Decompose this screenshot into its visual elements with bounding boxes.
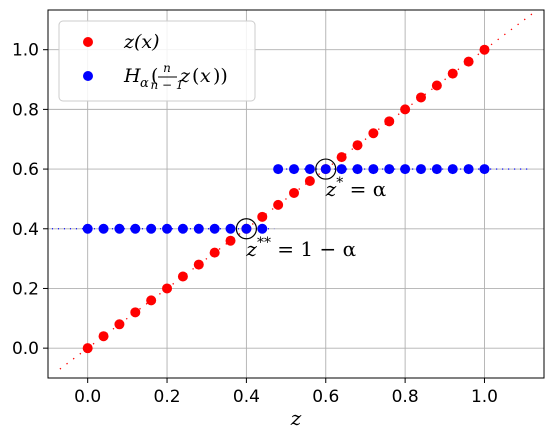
x-tick-label: 0.4	[233, 387, 260, 407]
y-axis-ticks: 0.0 0.2 0.4 0.6 0.8 1.0	[12, 41, 48, 359]
svg-text:(: (	[192, 65, 199, 87]
legend-marker-h	[83, 71, 93, 81]
data-point-z	[225, 235, 236, 246]
y-tick-label: 0.4	[12, 220, 39, 240]
x-tick-label: 0.8	[392, 387, 419, 407]
svg-text:x: x	[200, 65, 211, 87]
data-point-h	[479, 164, 490, 175]
data-point-h	[82, 223, 93, 234]
y-tick-label: 0.0	[12, 339, 39, 359]
legend-label-h: H α ( n n − 1 z ( x ))	[123, 61, 228, 92]
data-point-z	[352, 140, 363, 151]
data-point-h	[146, 223, 157, 234]
data-point-h	[114, 223, 125, 234]
x-tick-label: 1.0	[471, 387, 498, 407]
annotation-label: z** = 1 − α	[245, 235, 356, 261]
data-point-z	[415, 92, 426, 103]
annotations: z* = α z** = 1 − α	[235, 158, 387, 261]
data-point-h	[447, 164, 458, 175]
data-point-h	[415, 164, 426, 175]
data-point-z	[447, 68, 458, 79]
x-tick-label: 0.6	[312, 387, 339, 407]
svg-text:(: (	[151, 65, 158, 87]
data-point-z	[479, 44, 490, 55]
data-point-z	[146, 295, 157, 306]
x-tick-label: 0.0	[74, 387, 101, 407]
reference-lines	[51, 13, 533, 370]
data-point-z	[384, 116, 395, 127]
data-point-z	[98, 331, 109, 342]
data-point-h	[384, 164, 395, 175]
x-axis-label: z	[290, 406, 302, 430]
data-point-z	[130, 307, 141, 318]
data-point-z	[336, 152, 347, 163]
data-point-h	[289, 164, 300, 175]
data-point-h	[273, 164, 284, 175]
data-point-z	[463, 56, 474, 67]
data-point-z	[209, 247, 220, 258]
data-point-z	[431, 80, 442, 91]
data-point-h	[225, 223, 236, 234]
data-point-h	[368, 164, 379, 175]
legend-marker-z	[83, 37, 93, 47]
data-point-z	[304, 176, 315, 187]
data-point-h	[193, 223, 204, 234]
data-point-z	[257, 211, 268, 222]
data-point-h	[257, 223, 268, 234]
data-point-h	[98, 223, 109, 234]
data-point-h	[304, 164, 315, 175]
legend-label-z: z(x)	[123, 31, 160, 53]
data-point-z	[177, 271, 188, 282]
data-point-h	[320, 164, 331, 175]
data-point-z	[368, 128, 379, 139]
data-point-h	[241, 223, 252, 234]
svg-text:z: z	[179, 65, 191, 87]
data-point-z	[289, 187, 300, 198]
svg-text:n − 1: n − 1	[150, 78, 183, 92]
data-points	[82, 44, 490, 354]
data-point-z	[273, 199, 284, 210]
data-point-z	[400, 104, 411, 115]
svg-text:α: α	[140, 76, 149, 91]
plot-area-frame	[47, 9, 545, 379]
svg-text:H: H	[123, 65, 141, 87]
data-point-z	[114, 319, 125, 330]
y-tick-label: 0.8	[12, 100, 39, 120]
x-axis-ticks: 0.0 0.2 0.4 0.6 0.8 1.0	[74, 378, 498, 407]
data-point-h	[177, 223, 188, 234]
legend: z(x) H α ( n n − 1 z ( x ))	[58, 20, 256, 102]
y-tick-label: 0.6	[12, 160, 39, 180]
data-point-z	[193, 259, 204, 270]
data-point-h	[352, 164, 363, 175]
data-point-z	[82, 343, 93, 354]
x-tick-label: 0.2	[154, 387, 181, 407]
data-point-h	[130, 223, 141, 234]
data-point-h	[463, 164, 474, 175]
y-tick-label: 1.0	[12, 41, 39, 61]
annotation-label: z* = α	[325, 175, 387, 201]
data-point-h	[162, 223, 173, 234]
annotation-circle	[235, 218, 257, 240]
data-point-z	[162, 283, 173, 294]
data-point-h	[209, 223, 220, 234]
data-point-h	[400, 164, 411, 175]
annotation-circle	[315, 158, 337, 180]
svg-text:)): ))	[213, 65, 228, 87]
y-tick-label: 0.2	[12, 279, 39, 299]
data-point-h	[336, 164, 347, 175]
svg-text:n: n	[163, 61, 171, 75]
data-point-h	[431, 164, 442, 175]
legend-box	[58, 20, 256, 102]
